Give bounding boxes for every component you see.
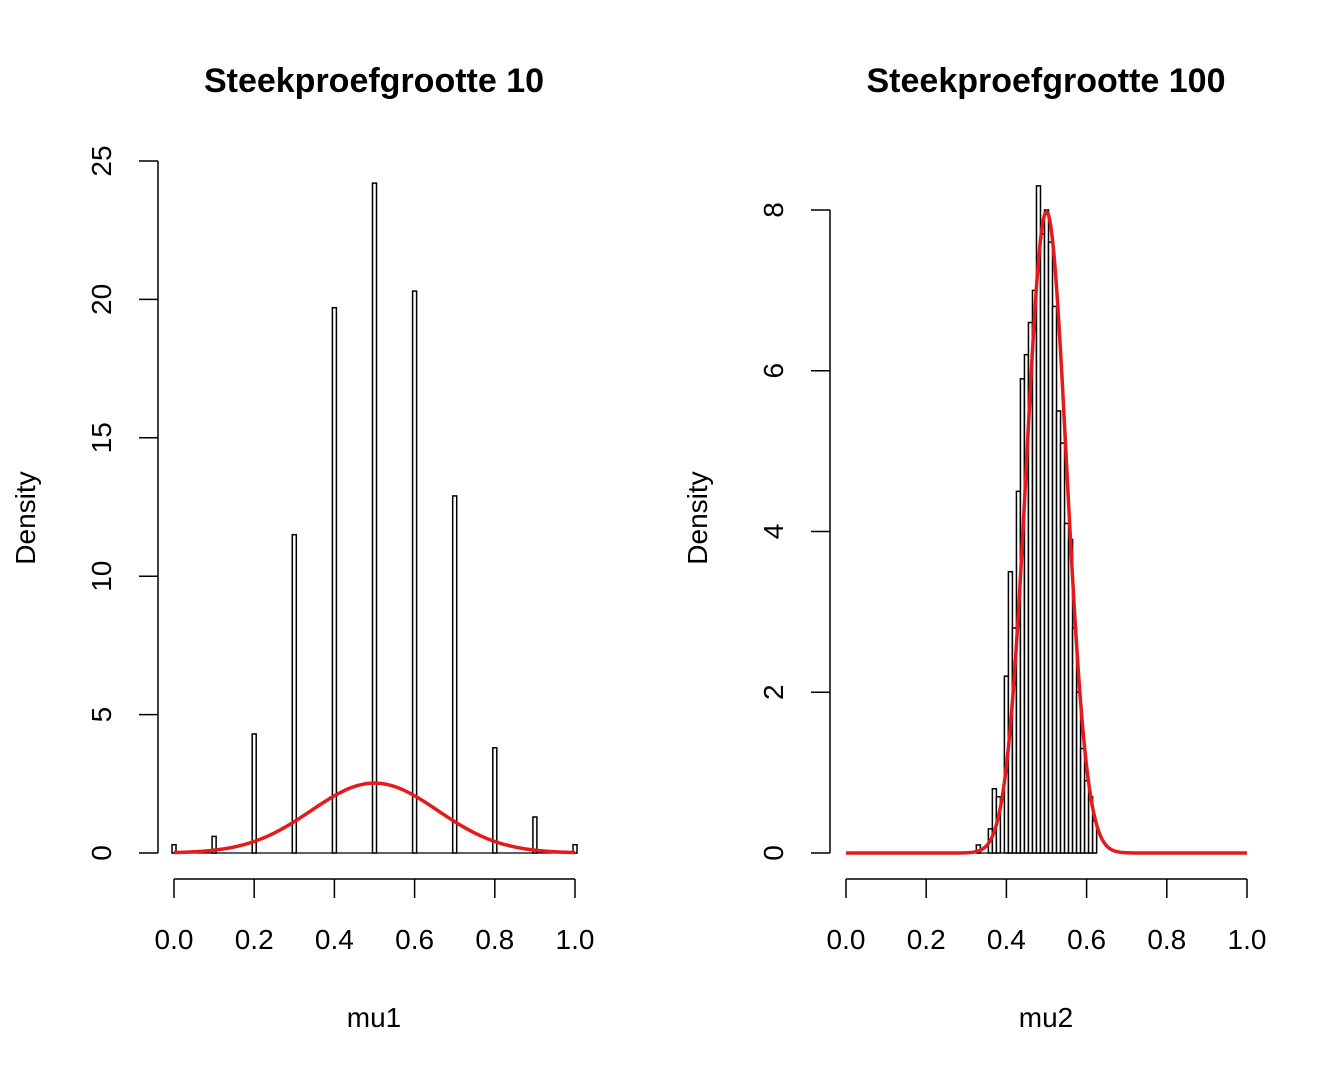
histogram-bar	[411, 290, 418, 854]
y-tick-label: 4	[758, 524, 789, 540]
histogram-bar	[291, 533, 298, 854]
y-tick-label: 0	[758, 845, 789, 861]
x-tick-label: 0.2	[235, 924, 274, 955]
x-tick-label: 0.4	[987, 924, 1026, 955]
histogram-bar	[251, 733, 257, 854]
x-tick-label: 0.2	[907, 924, 946, 955]
histogram-bar	[171, 843, 177, 854]
density-curve	[173, 781, 576, 855]
x-axis: 0.0 0.2 0.4 0.6 0.8 1.0	[827, 878, 1267, 955]
histogram-bar	[211, 835, 217, 854]
chart-title: Steekproefgrootte 100	[867, 62, 1226, 100]
x-axis: 0.0 0.2 0.4 0.6 0.8 1.0	[155, 878, 595, 955]
y-axis-label: Density	[10, 471, 41, 564]
x-tick-label: 0.4	[315, 924, 354, 955]
x-tick-label: 0.0	[827, 924, 866, 955]
x-axis-label: mu2	[1019, 1002, 1073, 1033]
y-tick-label: 15	[86, 422, 117, 453]
bars-group	[171, 182, 578, 854]
histogram-panel-2: Steekproefgrootte 100 mu2 Density 0.0 0.2…	[682, 62, 1266, 1033]
y-tick-label: 2	[758, 684, 789, 700]
x-tick-label: 1.0	[556, 924, 595, 955]
histogram-bar	[492, 747, 498, 854]
y-axis: 0 5 10 15 20 25	[86, 145, 159, 861]
y-tick-label: 10	[86, 561, 117, 592]
histogram-bar	[532, 816, 538, 854]
histogram-bar	[331, 306, 338, 854]
y-tick-label: 8	[758, 202, 789, 218]
histogram-bar	[572, 843, 578, 854]
y-tick-label: 0	[86, 845, 117, 861]
y-axis: 0 2 4 6 8	[758, 202, 831, 861]
x-tick-label: 0.8	[1147, 924, 1186, 955]
x-axis-label: mu1	[347, 1002, 401, 1033]
x-tick-label: 1.0	[1228, 924, 1267, 955]
histogram-bar	[371, 182, 378, 854]
histogram-panel-1: Steekproefgrootte 10 mu1 Density 0.0 0.2 0…	[10, 62, 594, 1033]
chart-title: Steekproefgrootte 10	[204, 62, 544, 100]
x-tick-label: 0.0	[155, 924, 194, 955]
density-curve	[846, 209, 1247, 855]
y-tick-label: 20	[86, 284, 117, 315]
y-tick-label: 6	[758, 363, 789, 379]
x-tick-label: 0.6	[1067, 924, 1106, 955]
x-tick-label: 0.8	[475, 924, 514, 955]
y-tick-label: 25	[86, 145, 117, 176]
y-axis-label: Density	[682, 471, 713, 564]
x-tick-label: 0.6	[395, 924, 434, 955]
histogram-bar	[451, 495, 458, 854]
y-tick-label: 5	[86, 707, 117, 723]
